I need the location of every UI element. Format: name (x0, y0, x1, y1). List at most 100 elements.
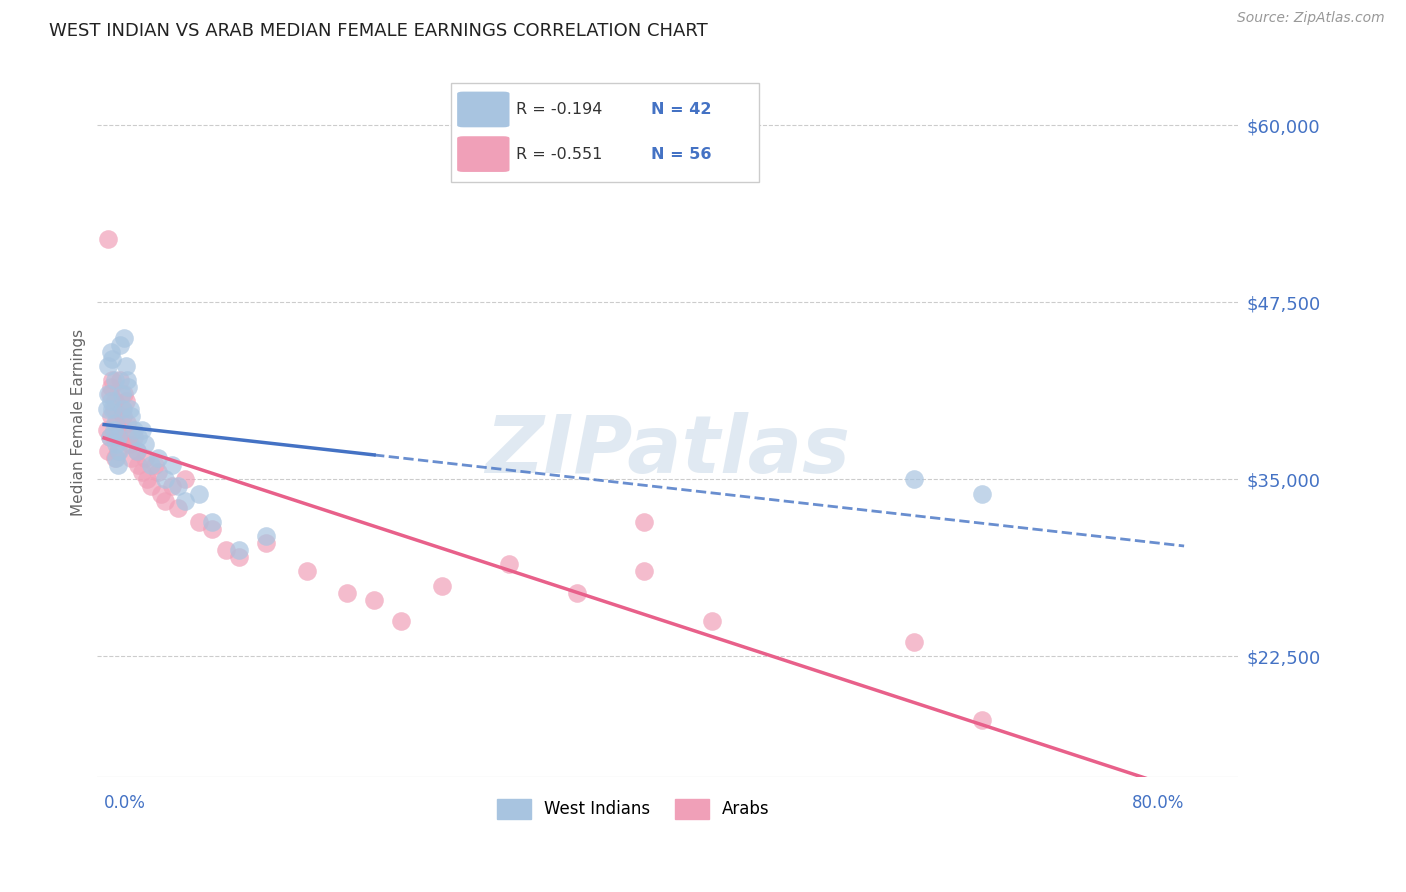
Point (565, 585, 588, 599)
Point (254, 536, 277, 550)
Point (115, 373, 138, 387)
Point (903, 635, 925, 649)
Point (160, 479, 183, 493)
Legend: West Indians, Arabs: West Indians, Arabs (491, 793, 776, 825)
Point (111, 409, 134, 423)
Point (160, 458, 183, 473)
Point (336, 585, 359, 599)
Point (153, 472, 176, 486)
Point (141, 479, 163, 493)
Point (122, 423, 145, 437)
Point (363, 592, 385, 607)
Point (146, 465, 169, 479)
Point (107, 423, 129, 437)
Point (117, 380, 139, 394)
Point (97, 359, 120, 373)
Point (100, 380, 122, 394)
Point (114, 359, 136, 373)
Text: ZIPatlas: ZIPatlas (485, 412, 851, 490)
Point (174, 493, 197, 508)
Point (122, 430, 145, 444)
Point (104, 394, 127, 409)
Text: Source: ZipAtlas.com: Source: ZipAtlas.com (1237, 11, 1385, 25)
Point (254, 529, 277, 543)
Text: WEST INDIAN VS ARAB MEDIAN FEMALE EARNINGS CORRELATION CHART: WEST INDIAN VS ARAB MEDIAN FEMALE EARNIN… (49, 22, 709, 40)
Point (125, 444, 148, 458)
Point (228, 550, 250, 565)
Point (389, 614, 412, 628)
Point (118, 401, 141, 416)
Point (98, 430, 121, 444)
Point (633, 565, 655, 579)
Point (146, 451, 169, 466)
Point (149, 486, 172, 500)
Point (120, 409, 142, 423)
Point (430, 579, 453, 593)
Point (110, 373, 132, 387)
Point (125, 444, 148, 458)
Point (114, 394, 136, 409)
Text: 0.0%: 0.0% (104, 794, 146, 812)
Point (108, 430, 131, 444)
Point (111, 401, 134, 416)
Point (103, 430, 125, 444)
Point (120, 451, 142, 466)
Point (101, 373, 124, 387)
Point (105, 437, 128, 451)
Y-axis label: Median Female Earnings: Median Female Earnings (72, 329, 86, 516)
Point (136, 472, 159, 486)
Point (97, 444, 120, 458)
Text: 80.0%: 80.0% (1132, 794, 1184, 812)
Point (100, 394, 122, 409)
Point (174, 472, 197, 486)
Point (187, 515, 209, 529)
Point (96, 401, 118, 416)
Point (145, 458, 167, 473)
Point (103, 423, 125, 437)
Point (104, 416, 127, 430)
Point (201, 515, 224, 529)
Point (101, 351, 124, 366)
Point (100, 344, 122, 359)
Point (127, 458, 149, 473)
Point (134, 451, 156, 466)
Point (107, 458, 129, 473)
Point (96, 423, 118, 437)
Point (187, 486, 209, 500)
Point (903, 472, 925, 486)
Point (214, 543, 236, 558)
Point (105, 416, 128, 430)
Point (228, 543, 250, 558)
Point (105, 451, 128, 466)
Point (107, 430, 129, 444)
Point (97, 387, 120, 401)
Point (104, 451, 127, 466)
Point (110, 338, 132, 352)
Point (107, 444, 129, 458)
Point (98, 387, 121, 401)
Point (498, 558, 520, 572)
Point (131, 465, 153, 479)
Point (633, 515, 655, 529)
Point (111, 401, 134, 416)
Point (127, 430, 149, 444)
Point (167, 479, 190, 493)
Point (700, 614, 723, 628)
Point (100, 409, 122, 423)
Point (97, 231, 120, 245)
Point (295, 565, 318, 579)
Point (112, 387, 135, 401)
Point (131, 423, 153, 437)
Point (118, 437, 141, 451)
Point (115, 416, 138, 430)
Point (112, 331, 135, 345)
Point (167, 500, 190, 515)
Point (111, 387, 134, 401)
Point (108, 444, 131, 458)
Point (98, 430, 121, 444)
Point (970, 486, 993, 500)
Point (101, 401, 124, 416)
Point (153, 493, 176, 508)
Point (141, 458, 163, 473)
Point (103, 401, 125, 416)
